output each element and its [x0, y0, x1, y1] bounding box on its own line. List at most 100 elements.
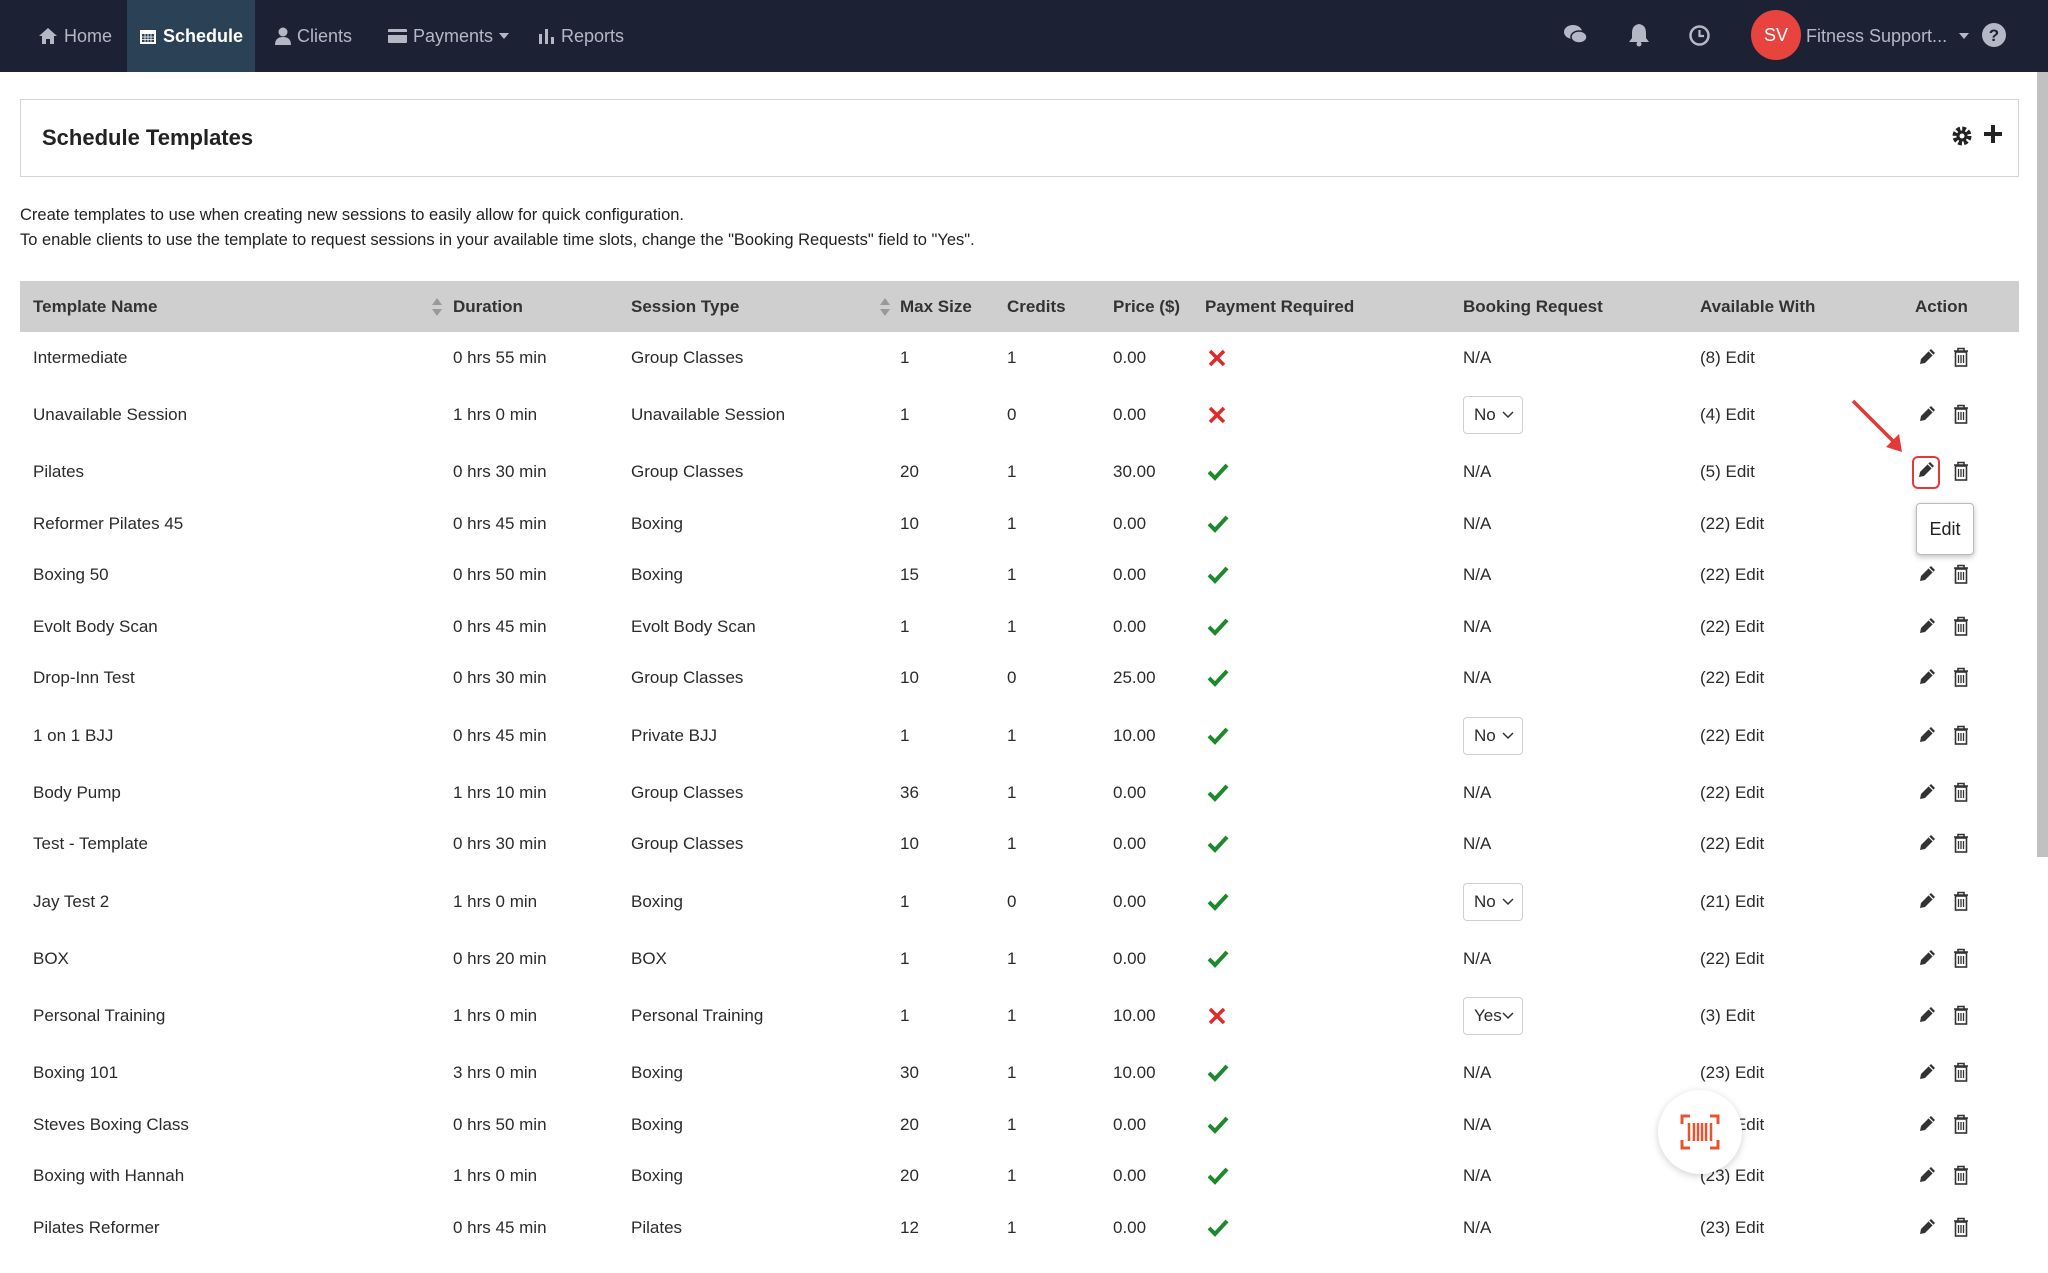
booking-select[interactable]: No — [1463, 396, 1523, 434]
booking-request: N/A — [1463, 565, 1492, 585]
booking-request: N/A — [1463, 948, 1492, 968]
edit-icon[interactable] — [1917, 616, 1937, 641]
edit-icon[interactable] — [1917, 1062, 1937, 1087]
settings-icon[interactable] — [1951, 125, 1973, 147]
available-with[interactable]: (22) Edit — [1700, 513, 1765, 533]
available-with[interactable]: (22) Edit — [1700, 948, 1765, 968]
available-with[interactable]: (22) Edit — [1700, 782, 1765, 802]
sort-icon[interactable] — [432, 297, 442, 322]
delete-icon[interactable] — [1953, 347, 1969, 372]
delete-icon[interactable] — [1953, 564, 1969, 589]
max-size: 30 — [900, 1063, 919, 1083]
edit-icon[interactable] — [1917, 1165, 1937, 1190]
avatar[interactable]: SV — [1751, 10, 1801, 60]
nav-payments[interactable]: Payments — [388, 0, 510, 72]
available-with[interactable]: (22) Edit — [1700, 616, 1765, 636]
available-with[interactable]: (4) Edit — [1700, 405, 1755, 424]
tooltip: Edit — [1916, 503, 1974, 555]
edit-icon[interactable] — [1917, 404, 1937, 429]
duration: 3 hrs 0 min — [453, 1063, 538, 1083]
edit-icon[interactable] — [1917, 1114, 1937, 1139]
edit-icon[interactable] — [1917, 1005, 1937, 1030]
edit-icon[interactable] — [1917, 725, 1937, 750]
booking-select[interactable]: Yes — [1463, 997, 1523, 1035]
available-with[interactable]: (8) Edit — [1700, 347, 1755, 367]
delete-icon[interactable] — [1953, 616, 1969, 641]
credits: 1 — [1007, 1114, 1017, 1134]
column-header: Credits — [1007, 297, 1066, 316]
edit-icon[interactable] — [1917, 347, 1937, 372]
delete-icon[interactable] — [1953, 782, 1969, 807]
name: Test - Template — [33, 834, 148, 854]
credits: 0 — [1007, 891, 1017, 911]
duration: 0 hrs 20 min — [453, 948, 547, 968]
edit-icon[interactable] — [1917, 564, 1937, 589]
check-icon — [1207, 949, 1229, 974]
available-with[interactable]: (22) Edit — [1700, 565, 1765, 585]
nav-reports[interactable]: Reports — [538, 0, 624, 72]
edit-icon[interactable] — [1917, 667, 1937, 692]
description: To enable clients to use the template to… — [20, 231, 975, 249]
available-with[interactable]: (5) Edit — [1700, 462, 1755, 482]
edit-icon[interactable] — [1917, 833, 1937, 858]
delete-icon[interactable] — [1953, 404, 1969, 429]
edit-icon[interactable] — [1917, 782, 1937, 807]
session-type: Boxing — [631, 565, 683, 585]
help-icon[interactable]: ? — [1981, 22, 2007, 48]
delete-icon[interactable] — [1953, 833, 1969, 858]
bell-icon[interactable] — [1628, 23, 1650, 47]
session-type: Group Classes — [631, 668, 744, 688]
delete-icon[interactable] — [1953, 461, 1969, 486]
duration: 0 hrs 30 min — [453, 668, 547, 688]
edit-icon[interactable] — [1912, 456, 1940, 490]
price: 0.00 — [1113, 782, 1147, 802]
edit-icon[interactable] — [1917, 891, 1937, 916]
delete-icon[interactable] — [1953, 891, 1969, 916]
nav-label: Reports — [561, 25, 625, 46]
credits: 1 — [1007, 725, 1017, 745]
duration: 0 hrs 50 min — [453, 565, 547, 585]
available-with[interactable]: (22) Edit — [1700, 725, 1765, 745]
top-nav: Home Schedule Clients Payments Reports S… — [0, 0, 2048, 72]
delete-icon[interactable] — [1953, 725, 1969, 750]
delete-icon[interactable] — [1953, 1165, 1969, 1190]
nav-schedule[interactable]: Schedule — [127, 0, 255, 72]
available-with[interactable]: (21) Edit — [1700, 891, 1765, 911]
chat-icon[interactable] — [1564, 24, 1588, 46]
delete-icon[interactable] — [1953, 1062, 1969, 1087]
available-with[interactable]: (3) Edit — [1700, 1006, 1755, 1025]
available-with[interactable]: (23) Edit — [1700, 1063, 1765, 1083]
description: Create templates to use when creating ne… — [20, 206, 685, 224]
available-with[interactable]: (22) Edit — [1700, 834, 1765, 854]
column-header: Price ($) — [1113, 297, 1181, 316]
available-with[interactable]: (23) Edit — [1700, 1217, 1765, 1237]
delete-icon[interactable] — [1953, 1005, 1969, 1030]
delete-icon[interactable] — [1953, 667, 1969, 692]
title-box: Schedule Templates — [20, 99, 2019, 177]
session-type: Boxing — [631, 1114, 683, 1134]
max-size: 1 — [900, 616, 910, 636]
edit-icon[interactable] — [1917, 948, 1937, 973]
select-value: No — [1474, 725, 1496, 745]
check-icon — [1207, 892, 1229, 917]
edit-icon[interactable] — [1917, 1217, 1937, 1242]
name: Drop-Inn Test — [33, 668, 135, 688]
history-icon[interactable] — [1688, 24, 1711, 47]
credits: 1 — [1007, 782, 1017, 802]
delete-icon[interactable] — [1953, 1217, 1969, 1242]
max-size: 1 — [900, 405, 910, 424]
delete-icon[interactable] — [1953, 948, 1969, 973]
user-menu[interactable]: Fitness Support... — [1806, 0, 1970, 72]
add-icon[interactable] — [1983, 124, 2003, 144]
booking-select[interactable]: No — [1463, 882, 1523, 921]
price: 10.00 — [1113, 1006, 1156, 1025]
booking-select[interactable]: No — [1463, 716, 1523, 755]
available-with[interactable]: (22) Edit — [1700, 668, 1765, 688]
nav-clients[interactable]: Clients — [275, 0, 352, 72]
check-icon — [1207, 565, 1229, 590]
delete-icon[interactable] — [1953, 1114, 1969, 1139]
nav-home[interactable]: Home — [38, 0, 112, 72]
available-with[interactable]: (23) Edit — [1700, 1166, 1765, 1186]
scan-button[interactable] — [1658, 1090, 1742, 1174]
sort-icon[interactable] — [880, 297, 890, 322]
